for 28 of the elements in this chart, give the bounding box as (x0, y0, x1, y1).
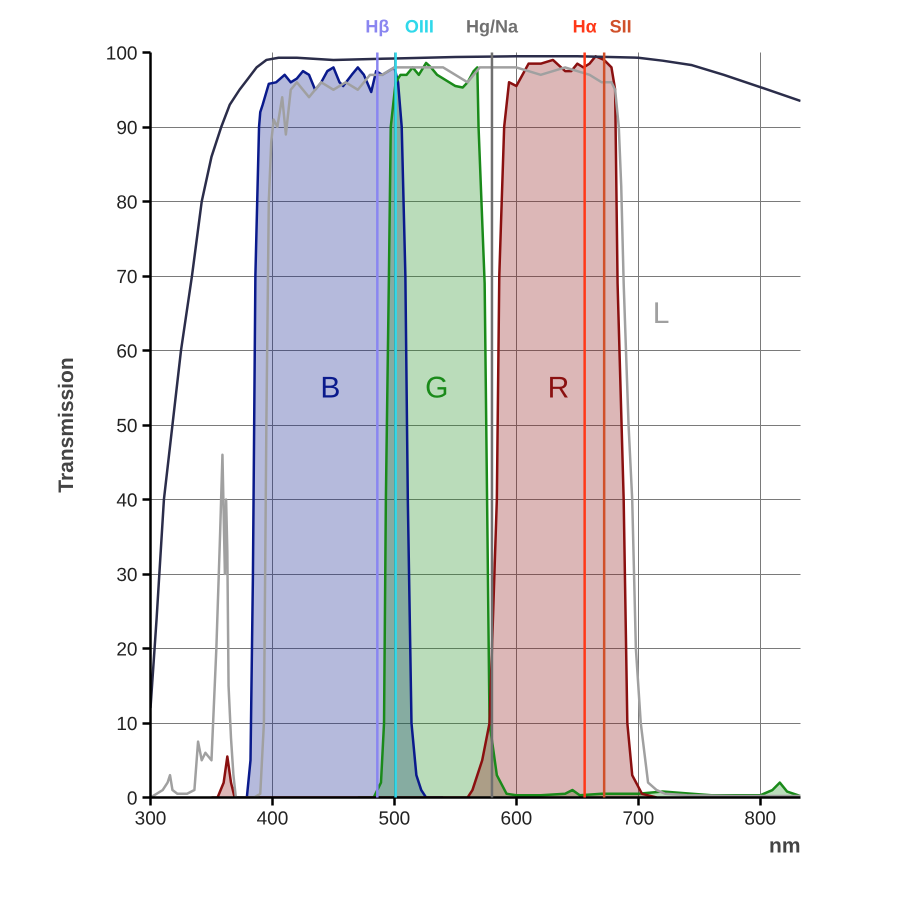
ref-line-label: Hβ (365, 16, 390, 36)
x-tick-label: 400 (256, 808, 288, 830)
y-tick-label: 10 (116, 714, 138, 735)
y-axis-title: Transmission (54, 357, 78, 493)
x-tick-label: 500 (378, 808, 410, 830)
x-axis-title: nm (769, 834, 800, 858)
y-tick-label: 70 (116, 267, 138, 288)
ref-line-label: SII (610, 16, 632, 36)
y-tick-label: 100 (106, 44, 138, 64)
series-label: G (425, 371, 448, 404)
y-tick-label: 50 (116, 416, 138, 437)
x-tick-label: 300 (134, 808, 166, 830)
x-tick-label: 700 (622, 808, 654, 830)
x-tick-label: 600 (500, 808, 532, 830)
x-tick-label: 800 (744, 808, 776, 830)
series-label: R (548, 371, 570, 404)
y-tick-label: 20 (116, 640, 138, 660)
y-tick-label: 90 (116, 118, 138, 139)
ref-line-label: OIII (404, 16, 434, 36)
y-tick-label: 60 (116, 342, 138, 362)
series-label: B (320, 371, 340, 404)
y-tick-label: 0 (126, 788, 138, 810)
ref-line-label: Hg/Na (466, 16, 519, 36)
y-tick-label: 30 (116, 565, 138, 586)
series-label: L (652, 296, 670, 330)
y-tick-label: 80 (116, 192, 138, 214)
y-tick-label: 40 (116, 490, 138, 512)
ref-line-label: Hα (572, 16, 597, 36)
